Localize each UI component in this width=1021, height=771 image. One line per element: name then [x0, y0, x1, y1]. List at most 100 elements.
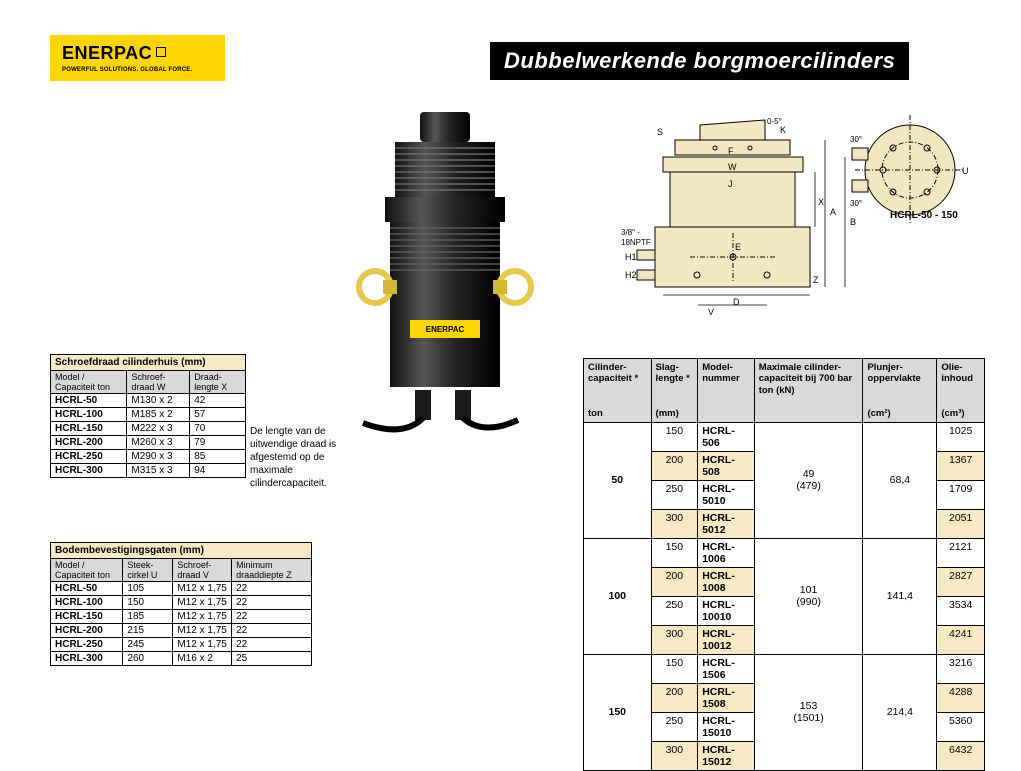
table-cell: M12 x 1,75	[173, 596, 232, 610]
table-cell: 4288	[937, 683, 985, 712]
table-cell: HCRL-100	[51, 596, 123, 610]
table-cell: HCRL-5010	[698, 480, 755, 509]
svg-text:A: A	[830, 207, 836, 217]
table-cell: HCRL-10010	[698, 596, 755, 625]
tbl3-hdr-cap: Cilinder-capaciteit *ton	[584, 359, 652, 423]
svg-text:S: S	[657, 127, 663, 137]
tbl3-hdr-slag: Slag-lengte *(mm)	[651, 359, 698, 423]
table-cell: M290 x 3	[127, 450, 190, 464]
svg-text:K: K	[780, 125, 786, 135]
table-cell: 79	[190, 436, 246, 450]
tbl2-title: Bodembevestigingsgaten (mm)	[51, 543, 312, 559]
table-cell: 22	[232, 582, 312, 596]
table-cell: M260 x 3	[127, 436, 190, 450]
tbl3-hdr-max: Maximale cilinder-capaciteit bij 700 bar…	[754, 359, 863, 423]
table-cell: 300	[651, 509, 698, 538]
tbl1-title: Schroefdraad cilinderhuis (mm)	[51, 355, 246, 371]
table-cell: 150	[651, 422, 698, 451]
table-cell: 2121	[937, 538, 985, 567]
tbl3-hdr-model: Model-nummer	[698, 359, 755, 423]
table-cell: HCRL-150	[51, 422, 127, 436]
table-cell: 22	[232, 610, 312, 624]
table-cell: 250	[651, 712, 698, 741]
brand-tagline: POWERFUL SOLUTIONS. GLOBAL FORCE.	[62, 67, 213, 73]
svg-text:E: E	[735, 242, 741, 252]
svg-text:H2: H2	[625, 270, 637, 280]
table-cell: 1367	[937, 451, 985, 480]
table-cell: HCRL-200	[51, 624, 123, 638]
svg-text:F: F	[728, 146, 734, 156]
table-cell: M16 x 2	[173, 652, 232, 666]
logo-badge-icon	[156, 47, 166, 57]
tbl2-hdr-z: Minimum draaddiepte Z	[232, 559, 312, 582]
table-cell: M12 x 1,75	[173, 582, 232, 596]
table-cell: HCRL-1506	[698, 654, 755, 683]
table-cell: HCRL-150	[51, 610, 123, 624]
brand-name: ENERPAC	[62, 43, 152, 63]
table-cell: 150	[584, 654, 652, 770]
table-cell: M12 x 1,75	[173, 638, 232, 652]
table-cell: 141,4	[863, 538, 937, 654]
svg-text:30°: 30°	[850, 135, 862, 144]
table-cell: M222 x 3	[127, 422, 190, 436]
svg-text:V: V	[708, 307, 714, 317]
table-cell: 25	[232, 652, 312, 666]
table-cell: 300	[651, 741, 698, 770]
tbl2-hdr-v: Schroef-draad V	[173, 559, 232, 582]
svg-text:30°: 30°	[850, 199, 862, 208]
table-cell: M12 x 1,75	[173, 610, 232, 624]
table-cell: 250	[651, 596, 698, 625]
table-cell: 200	[651, 683, 698, 712]
tbl2-hdr-model: Model / Capaciteit ton	[51, 559, 123, 582]
table-cell: M315 x 3	[127, 464, 190, 478]
table-cell: 6432	[937, 741, 985, 770]
thread-housing-table: Schroefdraad cilinderhuis (mm) Model / C…	[50, 354, 246, 478]
svg-text:D: D	[733, 297, 740, 307]
table-cell: 1709	[937, 480, 985, 509]
tbl1-hdr-model: Model / Capaciteit ton	[51, 371, 127, 394]
table-cell: 200	[651, 567, 698, 596]
table-cell: 70	[190, 422, 246, 436]
table-cell: 214,4	[863, 654, 937, 770]
svg-text:0-5°: 0-5°	[767, 117, 782, 126]
table-cell: 42	[190, 394, 246, 408]
brand-logo: ENERPAC POWERFUL SOLUTIONS. GLOBAL FORCE…	[50, 35, 225, 81]
table-cell: HCRL-15010	[698, 712, 755, 741]
table-cell: HCRL-5012	[698, 509, 755, 538]
table-cell: 49(479)	[754, 422, 863, 538]
table-cell: M130 x 2	[127, 394, 190, 408]
table-cell: HCRL-15012	[698, 741, 755, 770]
svg-text:X: X	[818, 197, 824, 207]
svg-text:B: B	[850, 217, 856, 227]
table-cell: HCRL-50	[51, 394, 127, 408]
table-cell: 22	[232, 624, 312, 638]
table-cell: 22	[232, 638, 312, 652]
table-cell: 4241	[937, 625, 985, 654]
table-cell: 2827	[937, 567, 985, 596]
table-cell: 153(1501)	[754, 654, 863, 770]
svg-text:Z: Z	[813, 275, 819, 285]
table-cell: 215	[123, 624, 173, 638]
diagram-model-label: HCRL-50 - 150	[890, 210, 958, 221]
table-cell: HCRL-250	[51, 450, 127, 464]
table-cell: 50	[584, 422, 652, 538]
table-cell: 100	[584, 538, 652, 654]
svg-text:3/8" -: 3/8" -	[621, 228, 640, 237]
table-cell: 185	[123, 610, 173, 624]
table-cell: HCRL-100	[51, 408, 127, 422]
table-cell: HCRL-1008	[698, 567, 755, 596]
capacity-table: Cilinder-capaciteit *ton Slag-lengte *(m…	[583, 358, 985, 771]
table-cell: 150	[651, 538, 698, 567]
tbl2-hdr-u: Steek-cirkel U	[123, 559, 173, 582]
table-cell: HCRL-10012	[698, 625, 755, 654]
mounting-holes-table: Bodembevestigingsgaten (mm) Model / Capa…	[50, 542, 312, 666]
table-cell: 150	[123, 596, 173, 610]
table-cell: 94	[190, 464, 246, 478]
table-cell: 3216	[937, 654, 985, 683]
svg-text:H1: H1	[625, 252, 637, 262]
table-cell: 245	[123, 638, 173, 652]
svg-text:18NPTF: 18NPTF	[621, 238, 651, 247]
table-cell: HCRL-508	[698, 451, 755, 480]
table-cell: 68,4	[863, 422, 937, 538]
table-cell: HCRL-300	[51, 464, 127, 478]
